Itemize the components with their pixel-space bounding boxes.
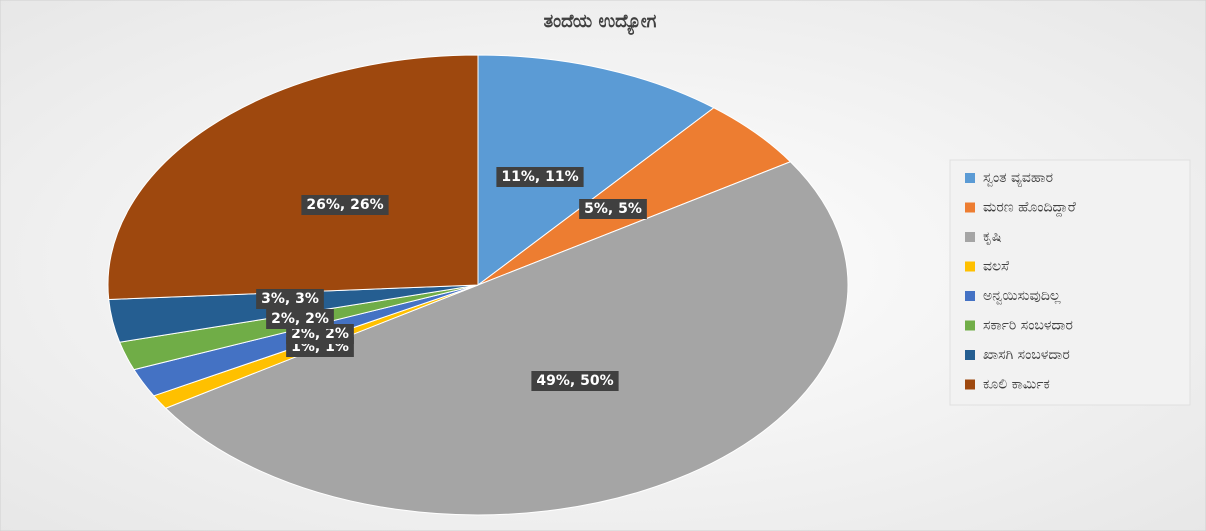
legend-box [949, 159, 1191, 406]
legend-label: ವಲಸೆ [983, 259, 1009, 275]
legend-label: ಕೂಲಿ ಕಾರ್ಮಿಕ [983, 377, 1050, 393]
legend-swatch [965, 379, 975, 390]
legend-label: ಕೃಷಿ [983, 229, 1001, 245]
legend-label: ಸ್ವಂತ ವ್ಯವಹಾರ [983, 170, 1053, 187]
legend-swatch [965, 202, 975, 213]
data-label: 2%, 2% [271, 311, 329, 327]
data-label-box [301, 195, 389, 215]
data-label: 11%, 11% [501, 169, 578, 185]
pie-slice [477, 54, 715, 287]
data-label-box [266, 309, 334, 329]
legend-swatch [965, 173, 975, 183]
data-label-box [531, 371, 619, 391]
legend-swatch [965, 320, 975, 331]
data-label-box [579, 199, 647, 219]
pie-slice [164, 161, 849, 516]
legend-label: ಮರಣ ಹೊಂದಿದ್ದಾರೆ [983, 200, 1076, 217]
data-label: 49%, 50% [536, 373, 613, 389]
legend-label: ಸರ್ಕಾರಿ ಸಂಬಳದಾರ [983, 318, 1073, 334]
legend-swatch [965, 232, 975, 242]
chart-title: ತಂದೆಯ ಉದ್ಯೋಗ [544, 11, 657, 35]
data-label: 3%, 3% [261, 291, 319, 307]
legend-label: ಖಾಸಗಿ ಸಂಬಳದಾರ [983, 347, 1070, 363]
legend-swatch [965, 350, 975, 360]
data-label-box [256, 289, 324, 309]
data-label-box [496, 167, 584, 187]
data-label: 2%, 2% [291, 326, 349, 342]
legend-swatch [965, 261, 975, 272]
legend-label: ಅನ್ವಯಿಸುವುದಿಲ್ಲ [983, 288, 1061, 304]
data-label: 26%, 26% [306, 197, 383, 213]
pie-slice [107, 54, 479, 300]
data-label: 5%, 5% [584, 201, 642, 217]
legend-swatch [965, 291, 975, 301]
